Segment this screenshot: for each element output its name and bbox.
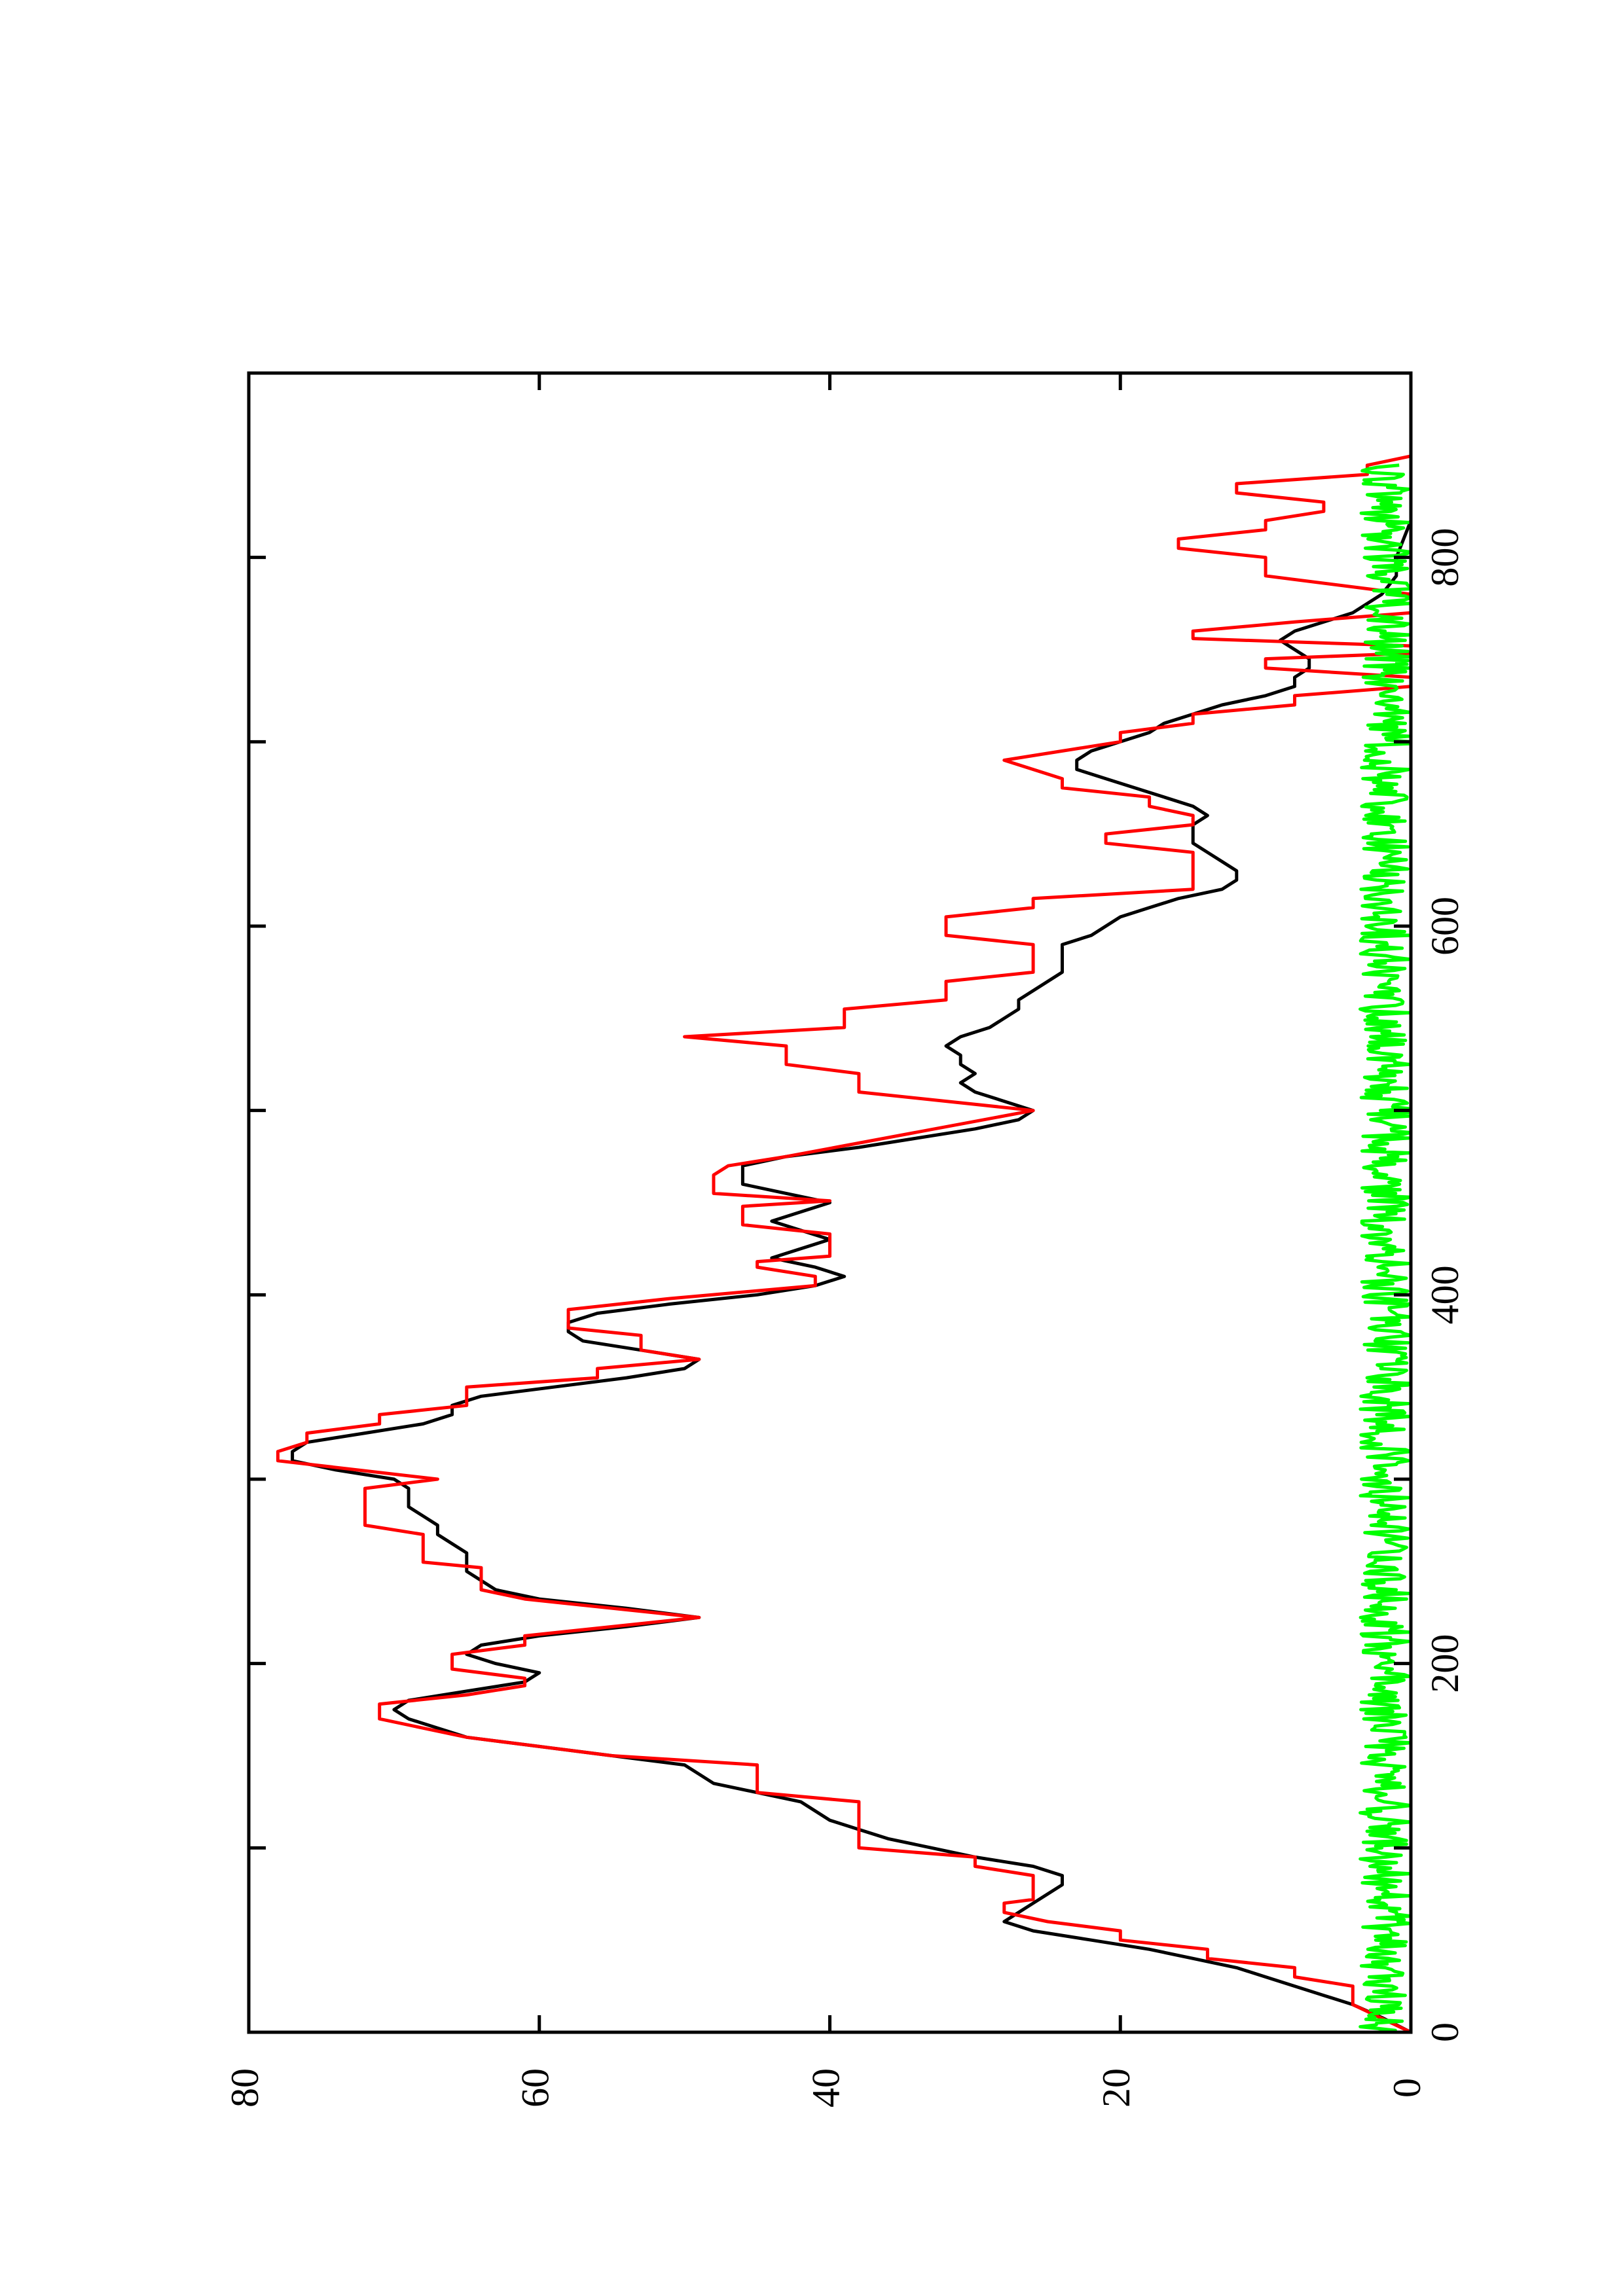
y-tick-label: 0: [1385, 2078, 1429, 2098]
x-tick-label: 200: [1423, 1634, 1467, 1693]
y-tick-label: 20: [1095, 2068, 1138, 2108]
series-line-2: [276, 454, 1413, 2034]
series-layer: [276, 454, 1413, 2034]
y-tick-label: 40: [804, 2068, 847, 2108]
axes-layer: 0 200 400 600 800 0 20 40 60 80: [223, 371, 1467, 2108]
x-tick-label: 0: [1423, 2022, 1467, 2042]
x-tick-label: 800: [1423, 528, 1467, 587]
y-tick-label: 60: [514, 2068, 557, 2108]
series-line-1: [291, 465, 1413, 2034]
y-tick-label: 80: [223, 2068, 266, 2108]
x-tick-label: 600: [1423, 897, 1467, 956]
x-tick-label: 400: [1423, 1265, 1467, 1324]
series-line-3: [1359, 463, 1413, 2034]
